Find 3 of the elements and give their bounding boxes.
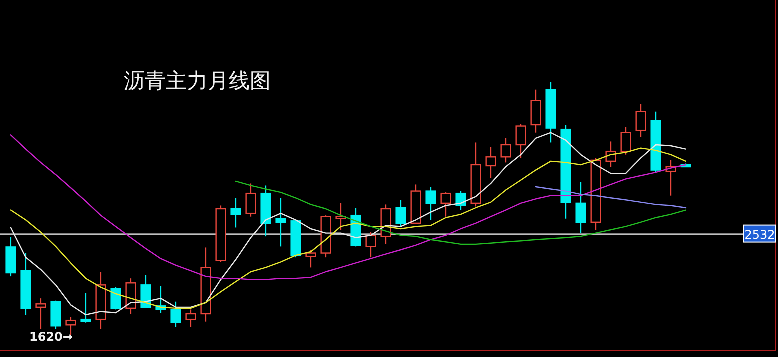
annotation: 2532 [744,228,776,242]
title: 沥青主力月线图 [124,69,271,93]
annotation: 1620→ [30,330,73,344]
